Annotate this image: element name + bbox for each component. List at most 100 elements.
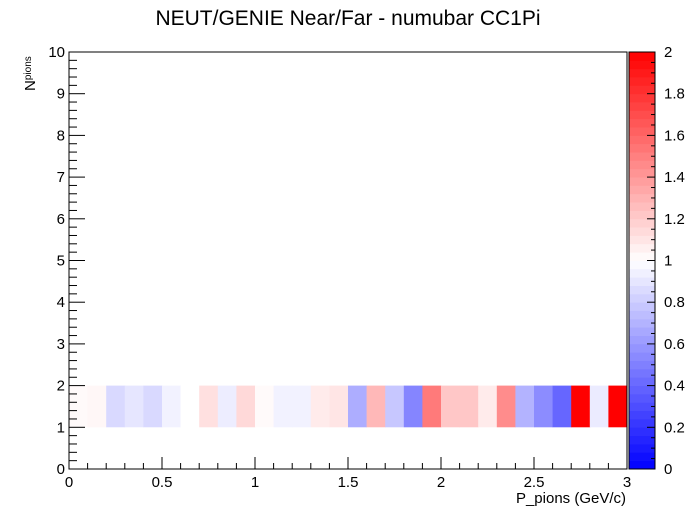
heatmap-cell [69, 385, 88, 428]
y-tick-label: 7 [57, 169, 65, 186]
color-scale-step [629, 277, 655, 286]
color-scale-tick-label: 1.6 [664, 127, 685, 144]
y-tick-label: 1 [57, 419, 65, 436]
heatmap-cell [292, 385, 312, 428]
color-scale-step [629, 118, 655, 128]
color-scale-step [629, 377, 655, 386]
heatmap-cell [608, 385, 628, 428]
color-scale-step [629, 293, 655, 303]
color-scale-step [629, 427, 655, 437]
heatmap-cell [310, 385, 330, 428]
color-scale-step [629, 202, 655, 211]
heatmap-cell [106, 385, 126, 428]
color-scale-step [629, 77, 655, 86]
heatmap-cell [496, 385, 516, 428]
heatmap-cell [348, 385, 367, 428]
y-tick-label: 2 [57, 378, 65, 395]
color-scale-step [629, 68, 655, 78]
y-tick-label: 5 [57, 253, 65, 270]
x-tick-label: 2.5 [524, 474, 545, 491]
color-scale-step [629, 410, 655, 420]
y-axis-label: Npions [22, 56, 39, 91]
color-scale-step [629, 368, 655, 378]
heatmap-cell [329, 385, 349, 428]
x-axis-label: P_pions (GeV/c) [516, 490, 626, 507]
color-scale-step [629, 268, 655, 278]
color-scale-step [629, 93, 655, 103]
y-tick-label: 9 [57, 86, 65, 103]
y-tick-label: 8 [57, 127, 65, 144]
color-scale-step [629, 352, 655, 361]
color-scale-step [629, 460, 655, 470]
color-scale-tick-label: 1.8 [664, 86, 685, 103]
color-scale-step [629, 52, 655, 61]
color-scale-tick-label: 0.6 [664, 336, 685, 353]
color-scale-step [629, 160, 655, 170]
color-scale-step [629, 310, 655, 320]
heatmap-cell [199, 385, 219, 428]
color-scale-step [629, 185, 655, 195]
x-tick-label: 0.5 [152, 474, 173, 491]
color-scale-step [629, 343, 655, 353]
y-tick-label: 6 [57, 211, 65, 228]
y-axis-label-main: N [22, 80, 39, 91]
heatmap-cell [124, 385, 144, 428]
heatmap-cell [162, 385, 181, 428]
heatmap-cells [69, 385, 628, 428]
y-tick-label: 10 [48, 44, 65, 61]
heatmap-cell [180, 385, 200, 428]
color-scale-step [629, 443, 655, 453]
heatmap-cell [515, 385, 535, 428]
heatmap-cell [441, 385, 460, 428]
heatmap-cell [571, 385, 591, 428]
color-scale-step [629, 252, 655, 261]
plot-frame [68, 51, 628, 470]
heatmap-cell [552, 385, 572, 428]
color-scale-step [629, 143, 655, 153]
color-scale-step [629, 177, 655, 186]
color-scale-step [629, 302, 655, 311]
color-scale-step [629, 335, 655, 345]
x-tick-label: 2 [437, 474, 445, 491]
color-scale-step [629, 260, 655, 270]
x-tick-label: 3 [623, 474, 631, 491]
heatmap-cell [366, 385, 386, 428]
heatmap-cell [273, 385, 293, 428]
color-scale-step [629, 393, 655, 403]
color-scale-step [629, 193, 655, 203]
color-scale-step [629, 327, 655, 336]
color-scale-step [629, 102, 655, 111]
heatmap-cell [87, 385, 107, 428]
y-axis-label-sub: pions [23, 56, 34, 80]
color-scale-step [629, 360, 655, 370]
heatmap-cell [422, 385, 442, 428]
heatmap-cell [478, 385, 498, 428]
heatmap-cell [217, 385, 237, 428]
heatmap-cell [385, 385, 405, 428]
y-tick-label: 4 [57, 294, 65, 311]
color-scale-ticks: 0 0.2 0.4 0.6 0.8 1 1.2 1.4 1.6 1.8 2 [647, 44, 685, 478]
color-scale-tick-label: 1.2 [664, 211, 685, 228]
color-scale-step [629, 235, 655, 245]
color-scale-step [629, 318, 655, 328]
color-scale-step [629, 402, 655, 412]
x-tick-label: 0 [65, 474, 73, 491]
heatmap-cell [459, 385, 479, 428]
color-scale-step [629, 418, 655, 428]
color-scale-step [629, 110, 655, 120]
color-scale-step [629, 385, 655, 395]
heatmap-cell [403, 385, 423, 428]
color-scale-tick-label: 1.4 [664, 169, 685, 186]
color-scale-step [629, 243, 655, 253]
color-scale-step [629, 210, 655, 220]
color-scale-bar [628, 51, 656, 470]
color-scale-step [629, 285, 655, 295]
color-scale-step [629, 168, 655, 178]
color-scale-step [629, 152, 655, 161]
heatmap-cell [534, 385, 553, 428]
heatmap-cell [255, 385, 274, 428]
color-scale-step [629, 127, 655, 136]
color-scale-step [629, 85, 655, 95]
y-tick-label: 0 [57, 461, 65, 478]
